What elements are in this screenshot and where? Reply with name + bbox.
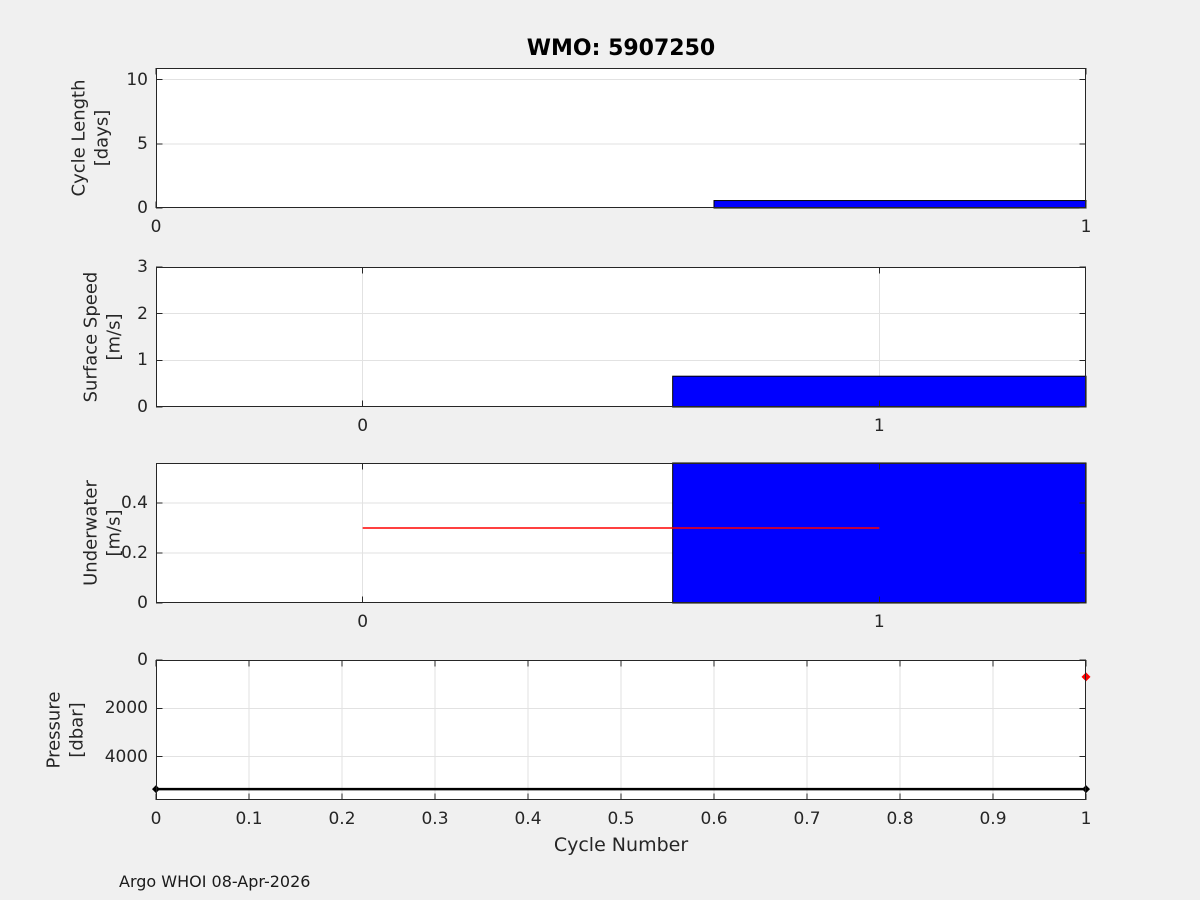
plot-area-pressure bbox=[152, 659, 1091, 800]
x-tick-label: 0.9 bbox=[979, 809, 1007, 829]
subplot-pressure bbox=[152, 659, 1091, 800]
x-tick-label: 1 bbox=[873, 612, 885, 632]
x-tick-label: 0 bbox=[357, 612, 369, 632]
y-tick-label: 0 bbox=[137, 397, 148, 417]
y-tick-label: 0.2 bbox=[120, 543, 148, 563]
ylabel-pressure: Pressure [dbar] bbox=[43, 691, 88, 769]
x-axis-label: Cycle Number bbox=[553, 834, 689, 856]
y-tick-label: 0 bbox=[137, 593, 148, 613]
x-tick-label: 0.3 bbox=[421, 809, 449, 829]
y-tick-label: 2 bbox=[137, 303, 148, 324]
x-tick-label: 0 bbox=[150, 217, 162, 237]
y-tick-label: 10 bbox=[126, 69, 148, 90]
x-tick-label: 0.4 bbox=[514, 809, 542, 829]
y-tick-label: 4000 bbox=[104, 746, 148, 767]
x-tick-label: 0 bbox=[150, 809, 162, 829]
axes-frame bbox=[156, 68, 1086, 208]
bar-cycle-length bbox=[713, 200, 1087, 209]
x-tick-label: 0.6 bbox=[700, 809, 728, 829]
y-tick-label: 0.4 bbox=[120, 493, 148, 513]
y-tick-label: 0 bbox=[137, 650, 148, 670]
x-tick-label: 0.1 bbox=[235, 809, 263, 829]
x-tick-label: 0.7 bbox=[793, 809, 821, 829]
x-tick-label: 0.5 bbox=[607, 809, 635, 829]
y-tick-label: 0 bbox=[137, 198, 148, 218]
x-tick-label: 1 bbox=[873, 416, 885, 436]
x-tick-label: 0.2 bbox=[328, 809, 356, 829]
x-tick-label: 1 bbox=[1080, 217, 1092, 237]
y-tick-label: 2000 bbox=[104, 698, 148, 719]
plot-area-cycle-length bbox=[155, 68, 1087, 209]
y-tick-label: 3 bbox=[137, 257, 148, 277]
bar-underwater-speed bbox=[672, 462, 1087, 604]
plot-area-surface-speed bbox=[156, 266, 1087, 408]
x-tick-label: 0.8 bbox=[886, 809, 914, 829]
ylabel-surface-speed: Surface Speed [m/s] bbox=[80, 271, 125, 403]
y-tick-label: 1 bbox=[137, 350, 148, 371]
axes-frame bbox=[156, 267, 1086, 407]
subplot-surface-speed bbox=[156, 266, 1087, 408]
figure-title: WMO: 5907250 bbox=[526, 36, 716, 61]
subplot-underwater-speed bbox=[156, 462, 1087, 604]
axes-background bbox=[156, 68, 1086, 208]
subplot-cycle-length bbox=[155, 68, 1087, 209]
axes-frame bbox=[156, 463, 1086, 603]
footer-text: Argo WHOI 08-Apr-2026 bbox=[119, 872, 311, 891]
x-tick-label: 0 bbox=[357, 416, 369, 436]
ylabel-underwater-speed: Underwater [m/s] bbox=[80, 480, 125, 586]
y-tick-label: 5 bbox=[137, 133, 148, 154]
plot-area-underwater-speed bbox=[156, 462, 1087, 604]
x-tick-label: 1 bbox=[1080, 809, 1092, 829]
ylabel-cycle-length: Cycle Length [days] bbox=[68, 79, 113, 197]
